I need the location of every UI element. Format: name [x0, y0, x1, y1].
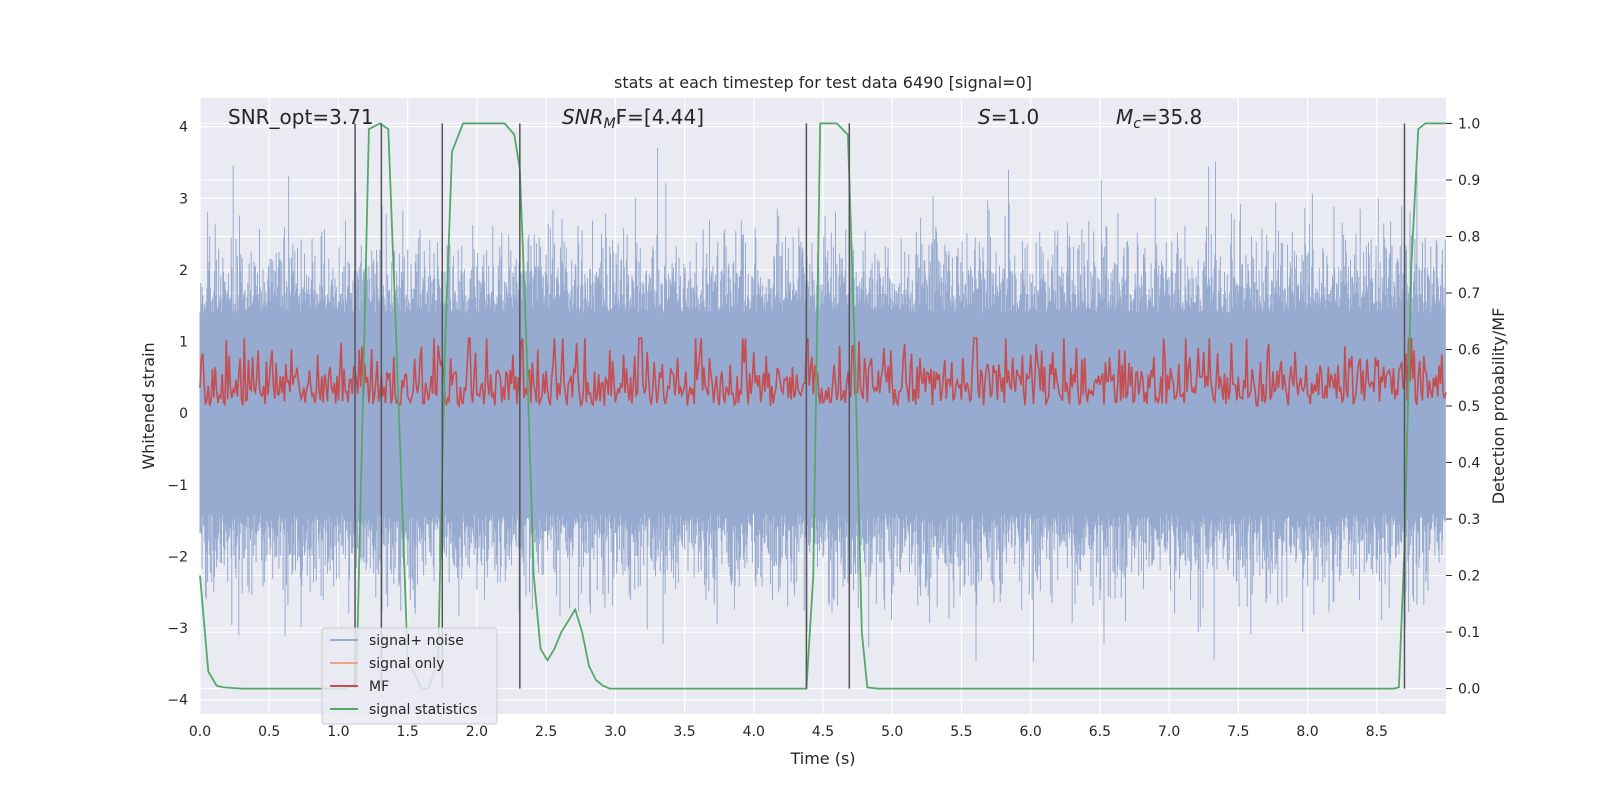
y-tick-label: −3 — [167, 621, 188, 637]
x-axis-label: Time (s) — [789, 749, 855, 768]
y-tick-label: −1 — [167, 478, 188, 494]
signal-statistics-line — [199, 122, 1446, 690]
y-right-tick-label: 0.9 — [1458, 173, 1480, 189]
legend-box — [321, 627, 498, 725]
x-tick-label: 6.5 — [1089, 724, 1111, 740]
y-right-tick-label: 0.0 — [1458, 682, 1480, 698]
x-tick-label: 0.5 — [258, 724, 280, 740]
legend-label-signal-only: signal only — [369, 656, 444, 672]
x-tick-label: 5.5 — [950, 724, 972, 740]
y-right-tick-label: 0.6 — [1458, 342, 1480, 358]
y-axis-right-ticks: 1.0 0.9 0.8 0.7 0.6 0.5 0.4 0.3 0.2 0.1 0.0 — [1446, 116, 1480, 698]
x-tick-label: 6.0 — [1020, 724, 1042, 740]
x-tick-label: 5.0 — [881, 724, 903, 740]
y-right-tick-label: 0.3 — [1458, 512, 1480, 528]
x-tick-label: 2.5 — [535, 724, 557, 740]
y-tick-label: −2 — [167, 549, 188, 565]
x-tick-label: 1.5 — [397, 724, 419, 740]
annotation-mc-value: =35.8 — [1141, 105, 1202, 129]
x-tick-label: 8.0 — [1296, 724, 1318, 740]
legend-label-signal-noise: signal+ noise — [369, 633, 464, 649]
x-tick-label: 3.0 — [604, 724, 626, 740]
x-axis-ticks: 0.0 0.5 1.0 1.5 2.0 2.5 3.0 3.5 4.0 4.5 5.0 5.5 6.0 6… — [189, 724, 1388, 740]
x-tick-label: 4.5 — [812, 724, 834, 740]
annotation-snr-mf: SNRMF=[4.44] — [562, 105, 704, 132]
annotation-snr-mf-label: SNR — [562, 105, 604, 129]
y-right-tick-label: 0.5 — [1458, 399, 1480, 415]
vertical-markers — [354, 123, 1406, 689]
y-right-tick-label: 1.0 — [1458, 116, 1480, 132]
x-tick-label: 2.0 — [466, 724, 488, 740]
x-tick-label: 4.0 — [743, 724, 765, 740]
annotation-snr-mf-sub: M — [604, 116, 616, 132]
annotation-mc-sub: c — [1133, 116, 1141, 132]
y-axis-label: Whitened strain — [139, 342, 158, 469]
signal-statistics-series — [199, 122, 1446, 690]
x-tick-label: 8.5 — [1366, 724, 1388, 740]
signal-noise-line — [199, 148, 1446, 663]
y-right-tick-label: 0.8 — [1458, 229, 1480, 245]
y-axis-right-label: Detection probability/MF — [1489, 308, 1508, 505]
y-right-tick-label: 0.2 — [1458, 569, 1480, 585]
annotation-mc: Mc=35.8 — [1116, 105, 1202, 132]
annotation-s-value: =1.0 — [991, 105, 1040, 129]
y-tick-label: 4 — [179, 120, 188, 136]
x-tick-label: 7.5 — [1227, 724, 1249, 740]
annotation-snr-opt: SNR_opt=3.71 — [228, 105, 374, 129]
x-tick-label: 7.0 — [1158, 724, 1180, 740]
chart-title: stats at each timestep for test data 649… — [614, 73, 1032, 92]
legend: signal+ noise signal only MF signal stat… — [321, 627, 498, 725]
annotation-s-label: S — [978, 105, 991, 129]
mf-series — [199, 337, 1447, 409]
x-tick-label: 0.0 — [189, 724, 211, 740]
y-tick-label: 1 — [179, 335, 188, 351]
legend-label-mf: MF — [369, 679, 389, 695]
y-tick-label: 2 — [179, 263, 188, 279]
mf-line — [199, 337, 1447, 409]
annotation-snr-mf-rest: F=[4.44] — [616, 105, 704, 129]
annotation-s: S=1.0 — [978, 105, 1039, 129]
x-tick-label: 1.0 — [327, 724, 349, 740]
y-tick-label: 3 — [179, 191, 188, 207]
y-right-tick-label: 0.7 — [1458, 286, 1480, 302]
legend-label-signal-statistics: signal statistics — [369, 702, 477, 718]
y-tick-label: 0 — [179, 406, 188, 422]
signal-noise-series — [199, 148, 1446, 663]
y-right-tick-label: 0.1 — [1458, 625, 1480, 641]
y-right-tick-label: 0.4 — [1458, 456, 1480, 472]
x-tick-label: 3.5 — [673, 724, 695, 740]
y-axis-ticks: 4 3 2 1 0 −1 −2 −3 −4 — [167, 120, 188, 709]
annotation-mc-label: M — [1116, 105, 1133, 129]
y-tick-label: −4 — [167, 693, 188, 709]
